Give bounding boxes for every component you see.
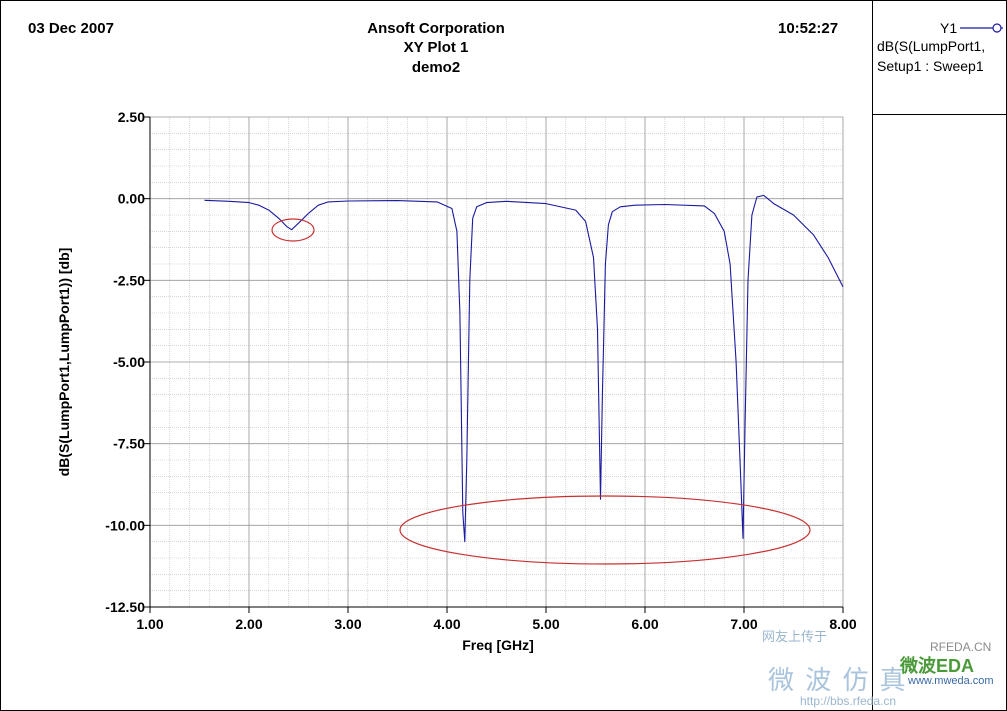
- trace-layer: [204, 194, 844, 543]
- y-axis-label: dB(S(LumpPort1,LumpPort1)) [db]: [56, 248, 72, 477]
- y-tick-label: -12.50: [105, 599, 145, 615]
- legend-expression-line1[interactable]: dB(S(LumpPort1,: [877, 38, 986, 54]
- y-tick-label: 0.00: [118, 191, 145, 207]
- watermark-chinese: 微 波 仿 真: [768, 665, 908, 695]
- watermark-logo: 微波EDA: [900, 656, 975, 676]
- x-tick-label: 3.00: [334, 616, 361, 632]
- annotation-ellipse-small: [271, 218, 315, 242]
- header-date: 03 Dec 2007: [28, 20, 114, 37]
- legend-divider: [872, 0, 873, 711]
- y-tick-label: -7.50: [113, 436, 145, 452]
- header-time: 10:52:27: [778, 20, 839, 37]
- x-tick-label: 1.00: [136, 616, 163, 632]
- y-tick-label: 2.50: [118, 109, 145, 125]
- grid-layer: [149, 116, 844, 608]
- annotation-layer: [271, 218, 811, 565]
- annotation-ellipse-large: [399, 495, 811, 565]
- legend-bottom-divider: [873, 114, 1007, 115]
- legend-trace-name[interactable]: Y1: [940, 20, 958, 36]
- x-tick-label: 4.00: [433, 616, 460, 632]
- y-tick-label: -5.00: [113, 354, 145, 370]
- series-line-s11: [204, 194, 844, 543]
- x-tick-label: 5.00: [532, 616, 559, 632]
- watermark-site: www.mweda.com: [908, 675, 994, 687]
- y-tick-label: -10.00: [105, 517, 145, 533]
- x-tick-label: 8.00: [829, 616, 856, 632]
- watermark-forum-url: http://bbs.rfeda.cn: [800, 694, 897, 708]
- x-tick-label: 2.00: [235, 616, 262, 632]
- header-design-name: demo2: [411, 59, 461, 76]
- legend-expression-line2[interactable]: Setup1 : Sweep1: [877, 58, 984, 74]
- header-company: Ansoft Corporation: [367, 20, 505, 37]
- x-axis-label: Freq [GHz]: [462, 637, 534, 653]
- x-tick-label: 7.00: [730, 616, 757, 632]
- x-tick-label: 6.00: [631, 616, 658, 632]
- watermark-brand: RFEDA.CN: [930, 640, 992, 654]
- y-tick-label: -2.50: [113, 272, 145, 288]
- watermark-upload-text: 网友上传于: [762, 629, 828, 644]
- header-plot-title: XY Plot 1: [403, 39, 469, 56]
- axis-layer: 1.00 2.00 3.00 4.00 5.00 6.00 7.00 8.00 2.50 0.00…: [105, 109, 857, 632]
